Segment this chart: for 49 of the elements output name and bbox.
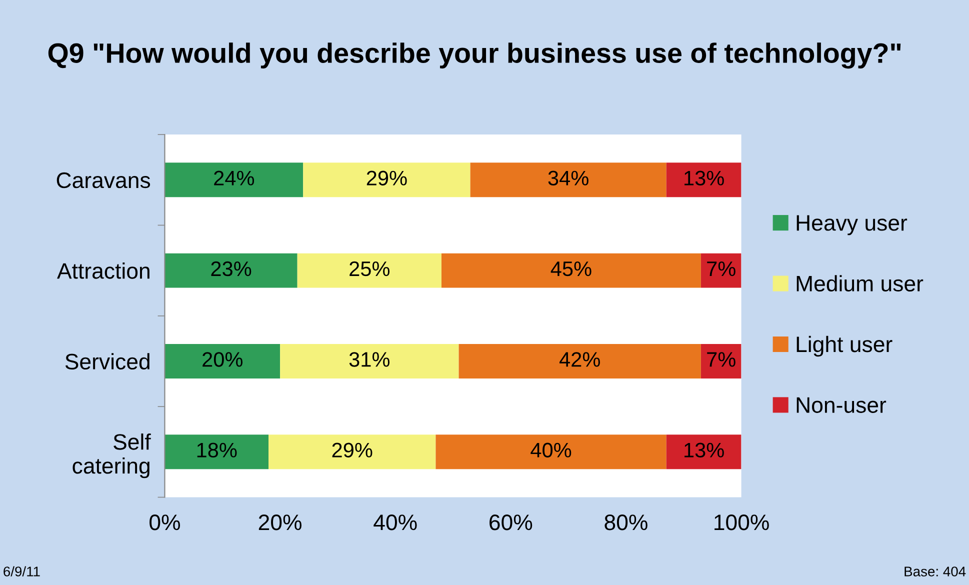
data-label: 29% [366, 170, 407, 186]
bar [164, 434, 269, 470]
x-tick-label: 80% [604, 514, 648, 530]
x-tick-label: 0% [150, 514, 180, 530]
bar [700, 253, 742, 288]
data-label: 31% [349, 352, 390, 367]
text: Base: 404 [904, 566, 966, 576]
data-label: 13% [684, 442, 724, 458]
legend-label: Non-user [796, 397, 886, 413]
data-label: 23% [211, 261, 252, 276]
bar [666, 162, 742, 198]
bar [666, 434, 742, 470]
bar [268, 434, 436, 470]
bar [458, 344, 701, 378]
x-tick-label: 100% [714, 514, 769, 530]
x-tick-label: 20% [258, 514, 302, 530]
bar [470, 162, 666, 198]
y-tick-label: Attraction [57, 262, 150, 279]
x-tick-label: 40% [374, 514, 417, 530]
bar [164, 344, 280, 378]
bar [164, 162, 304, 198]
bar [441, 253, 701, 288]
data-label: 24% [214, 170, 254, 186]
data-label: 18% [197, 442, 237, 458]
bar [297, 253, 442, 288]
y-tick-label: Self catering [72, 434, 151, 478]
bar [436, 434, 666, 470]
data-label: 7% [707, 261, 736, 276]
data-label: 29% [332, 442, 372, 458]
data-label: 25% [350, 261, 390, 276]
data-label: 13% [684, 170, 724, 186]
bar [303, 162, 470, 198]
x-tick-label: 60% [490, 514, 532, 530]
chart-title: Q9 "How would you describe your business use of technology?" [48, 42, 901, 69]
bar [280, 344, 459, 378]
data-label: 40% [530, 442, 572, 458]
legend-label: Medium user [796, 275, 924, 292]
data-label: 7% [707, 352, 736, 367]
bar [700, 344, 742, 378]
data-label: 34% [548, 170, 588, 186]
data-label: 42% [559, 352, 600, 367]
text: 6/9/11 [4, 566, 40, 576]
bar [164, 253, 298, 288]
legend-label: Light user [796, 336, 892, 357]
data-label: 45% [550, 261, 592, 276]
legend-label: Heavy user [796, 215, 908, 236]
y-tick-label: Caravans [56, 172, 150, 188]
data-label: 20% [202, 352, 242, 367]
y-tick-label: Serviced [65, 353, 150, 370]
